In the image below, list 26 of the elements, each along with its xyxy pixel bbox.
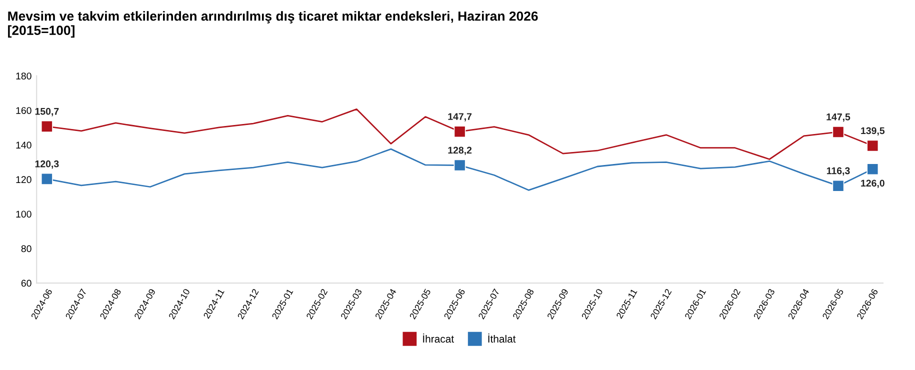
point bbox=[454, 126, 466, 138]
chart-title: Mevsim ve takvim etkilerinden arındırılmış dış ticaret miktar endeksleri, Haziran 2026 [2015=100] bbox=[8, 11, 538, 38]
y-tick-label: 60 bbox=[21, 280, 32, 287]
data-label: 139,5 bbox=[861, 127, 885, 136]
legend-label: İhracat bbox=[423, 334, 454, 343]
data-label: 128,2 bbox=[448, 146, 472, 156]
data-label: 126,0 bbox=[861, 180, 884, 188]
y-tick-label: 180 bbox=[16, 72, 32, 80]
y-tick-label: 100 bbox=[16, 210, 32, 218]
data-label: 120,3 bbox=[35, 160, 59, 169]
y-tick-label: 80 bbox=[21, 245, 32, 252]
point bbox=[866, 140, 879, 152]
point bbox=[832, 180, 844, 192]
data-label: 150,7 bbox=[35, 108, 59, 116]
y-tick-label: 120 bbox=[16, 176, 32, 184]
point bbox=[832, 126, 844, 138]
y-tick-label: 140 bbox=[16, 142, 32, 149]
data-label: 147,7 bbox=[448, 113, 472, 122]
point bbox=[454, 159, 466, 172]
point bbox=[866, 163, 879, 176]
data-label: 116,3 bbox=[826, 167, 850, 176]
legend-label: İthalat bbox=[488, 334, 516, 343]
point bbox=[40, 120, 53, 132]
y-tick-label: 160 bbox=[16, 107, 32, 114]
point bbox=[40, 172, 53, 185]
data-label: 147,5 bbox=[826, 114, 850, 122]
